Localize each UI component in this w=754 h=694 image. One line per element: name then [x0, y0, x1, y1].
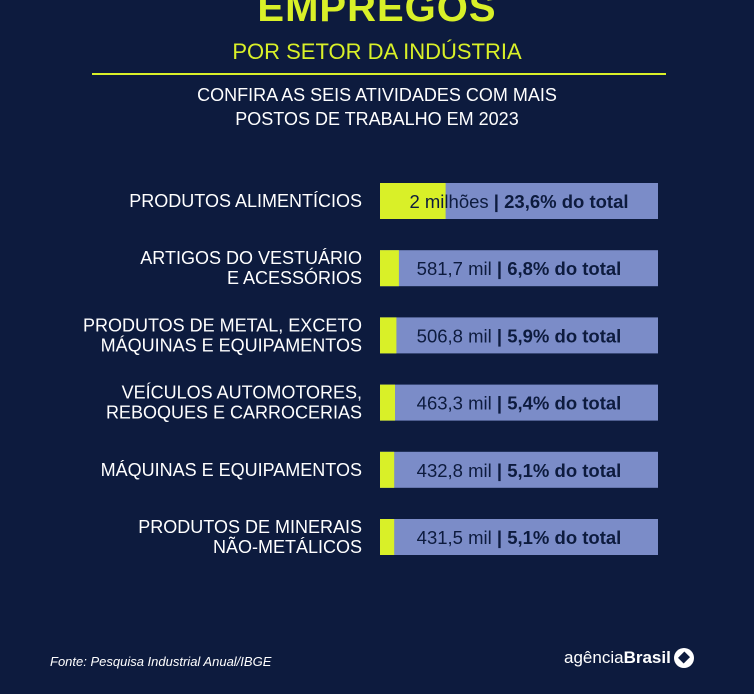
intro-line-2: POSTOS DE TRABALHO EM 2023: [235, 109, 519, 129]
category-label: NÃO-METÁLICOS: [213, 536, 362, 557]
share-label: 5,4% do total: [507, 393, 621, 414]
bar-track: [380, 519, 658, 555]
category-label: MÁQUINAS E EQUIPAMENTOS: [101, 460, 362, 480]
value-label: 2 milhões: [409, 191, 493, 212]
category-label: PRODUTOS DE MINERAIS: [138, 517, 362, 537]
intro-line-1: CONFIRA AS SEIS ATIVIDADES COM MAIS: [197, 85, 557, 105]
data-label: 506,8 mil | 5,9% do total: [417, 325, 622, 346]
value-label: 581,7 mil: [417, 258, 497, 279]
title-divider: [92, 73, 666, 75]
category-label: MÁQUINAS E EQUIPAMENTOS: [101, 335, 362, 355]
share-label: 6,8% do total: [507, 258, 621, 279]
value-label: 431,5 mil: [417, 527, 497, 548]
bar-fill: [380, 451, 395, 488]
bar-fill: [380, 384, 396, 421]
separator-label: |: [497, 393, 507, 414]
category-label: ARTIGOS DO VESTUÁRIO: [140, 248, 362, 268]
separator-label: |: [497, 325, 507, 346]
page-subtitle: POR SETOR DA INDÚSTRIA: [232, 39, 522, 64]
bar-fill: [380, 183, 446, 219]
bar-fill: [380, 250, 399, 287]
logo-mark-icon: [673, 648, 694, 668]
separator-label: |: [497, 460, 507, 481]
bar-track: [380, 317, 658, 354]
logo-brand: Brasil: [623, 648, 671, 667]
separator-label: |: [497, 527, 507, 548]
share-label: 5,1% do total: [507, 460, 621, 481]
bar-track: [380, 384, 658, 421]
category-label: VEÍCULOS AUTOMOTORES,: [122, 383, 362, 403]
separator-label: |: [494, 191, 504, 212]
data-label: 581,7 mil | 6,8% do total: [417, 258, 622, 279]
data-label: 431,5 mil | 5,1% do total: [417, 527, 622, 548]
logo-prefix: agência: [564, 648, 624, 667]
data-label: 2 milhões | 23,6% do total: [409, 191, 628, 212]
share-label: 23,6% do total: [504, 191, 628, 212]
bar-track: [380, 250, 658, 287]
value-label: 506,8 mil: [417, 325, 497, 346]
value-label: 432,8 mil: [417, 460, 497, 481]
category-label: E ACESSÓRIOS: [227, 267, 362, 288]
agencia-brasil-logo: agência Brasil: [564, 648, 694, 668]
separator-label: |: [497, 258, 507, 279]
category-label: REBOQUES E CARROCERIAS: [106, 403, 362, 423]
share-label: 5,9% do total: [507, 325, 621, 346]
value-label: 463,3 mil: [417, 393, 497, 414]
data-label: 432,8 mil | 5,1% do total: [417, 460, 622, 481]
bar-fill: [380, 519, 395, 555]
bar-track: [380, 451, 658, 488]
share-label: 5,1% do total: [507, 527, 621, 548]
category-label: PRODUTOS DE METAL, EXCETO: [83, 315, 362, 335]
category-label: PRODUTOS ALIMENTÍCIOS: [129, 191, 362, 211]
bar-fill: [380, 317, 397, 354]
data-label: 463,3 mil | 5,4% do total: [417, 393, 622, 414]
page-title: EMPREGOS: [257, 0, 497, 30]
source-note: Fonte: Pesquisa Industrial Anual/IBGE: [50, 654, 272, 669]
